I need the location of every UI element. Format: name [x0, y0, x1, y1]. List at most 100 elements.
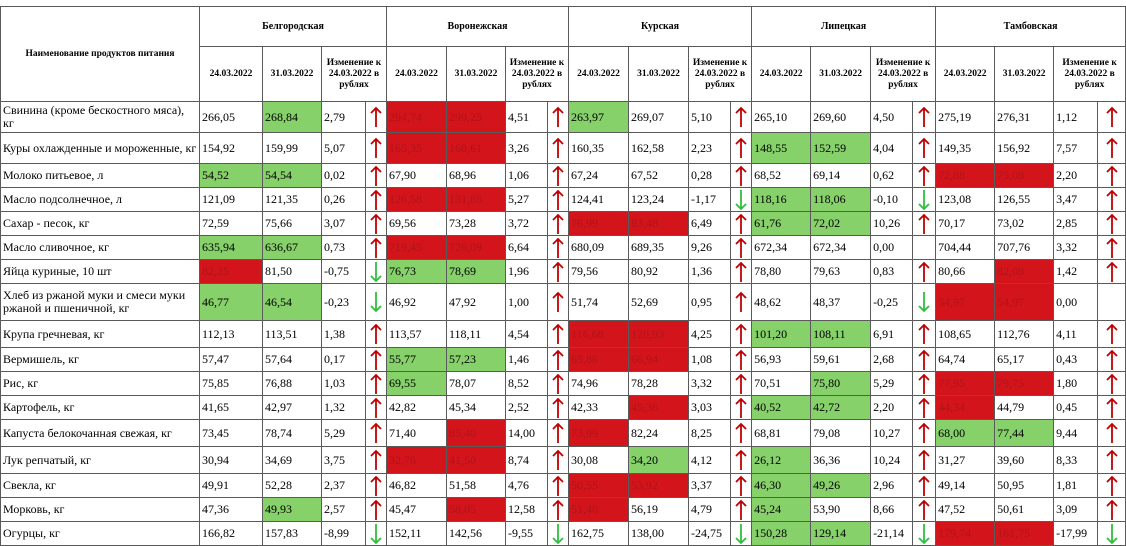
- price-change: 1,80: [1053, 371, 1099, 396]
- price-2022-03-24: 55,77: [386, 347, 447, 372]
- region-header: Курская: [568, 6, 753, 47]
- price-change: 0,02: [321, 163, 366, 188]
- price-change: 0,28: [688, 163, 732, 188]
- price-2022-03-24: 75,85: [199, 371, 263, 396]
- price-change: 2,23: [688, 132, 732, 164]
- arrow-up-icon: [912, 211, 937, 236]
- price-2022-03-24: 154,92: [199, 132, 263, 164]
- price-2022-03-24: 71,40: [386, 419, 447, 447]
- arrow-up-icon: [912, 132, 937, 164]
- price-change: 3,26: [505, 132, 548, 164]
- price-2022-03-24: 166,82: [199, 521, 263, 546]
- price-2022-03-31: 57,64: [262, 347, 322, 372]
- arrow-up-icon: [730, 347, 753, 372]
- price-2022-03-31: 46,54: [262, 283, 322, 321]
- price-change: 5,29: [870, 371, 914, 396]
- price-2022-03-24: 635,94: [199, 235, 263, 260]
- price-2022-03-24: 73,99: [568, 419, 630, 447]
- price-change: 10,26: [870, 211, 914, 236]
- price-change: 9,44: [1053, 419, 1099, 447]
- price-2022-03-31: 47,92: [446, 283, 506, 321]
- price-2022-03-31: 123,24: [628, 187, 690, 212]
- arrow-up-icon: [1097, 446, 1126, 474]
- price-change: 1,42: [1053, 259, 1099, 284]
- price-2022-03-24: 179,74: [935, 521, 996, 546]
- price-2022-03-31: 44,79: [994, 395, 1055, 420]
- price-2022-03-24: 150,28: [751, 521, 812, 546]
- price-2022-03-31: 56,19: [628, 497, 690, 522]
- price-2022-03-31: 118,06: [810, 187, 872, 212]
- price-change: 12,58: [505, 497, 548, 522]
- product-name: Куры охлажденные и мороженные, кг: [0, 132, 200, 164]
- arrow-up-icon: [730, 163, 753, 188]
- price-2022-03-24: 72,59: [199, 211, 263, 236]
- price-2022-03-24: 263,97: [568, 101, 630, 133]
- price-2022-03-24: 67,24: [568, 163, 630, 188]
- price-change: -0,25: [870, 283, 914, 321]
- price-2022-03-31: 49,93: [262, 497, 322, 522]
- arrow-up-icon: [365, 347, 387, 372]
- date2-header: 31.03.2022: [446, 46, 506, 102]
- price-change: 1,03: [321, 371, 366, 396]
- arrow-up-icon: [730, 395, 753, 420]
- product-name: Свинина (кроме бескостного мяса), кг: [0, 101, 200, 133]
- price-2022-03-24: 50,55: [568, 473, 630, 498]
- price-2022-03-31: 52,28: [262, 473, 322, 498]
- price-change: 4,79: [688, 497, 732, 522]
- price-change: 4,12: [688, 446, 732, 474]
- arrow-up-icon: [546, 320, 570, 348]
- price-2022-03-24: 79,56: [568, 259, 630, 284]
- arrow-up-icon: [1097, 497, 1126, 522]
- arrow-up-icon: [1097, 163, 1126, 188]
- price-change: 1,12: [1053, 101, 1099, 133]
- price-2022-03-24: 76,73: [386, 259, 447, 284]
- price-2022-03-31: 162,58: [628, 132, 690, 164]
- product-column-header: Наименование продуктов питания: [0, 6, 200, 102]
- price-2022-03-31: 138,00: [628, 521, 690, 546]
- date2-header: 31.03.2022: [628, 46, 690, 102]
- price-2022-03-24: 70,51: [751, 371, 812, 396]
- table-row: Лук репчатый, кг 30,94 34,69 3,75 32,76 41,50…: [0, 446, 1126, 474]
- price-2022-03-31: 54,97: [994, 283, 1055, 321]
- price-2022-03-24: 108,65: [935, 320, 996, 348]
- product-name: Молоко питьевое, л: [0, 163, 200, 188]
- price-change: 6,91: [870, 320, 914, 348]
- arrow-up-icon: [546, 347, 570, 372]
- price-2022-03-31: 78,74: [262, 419, 322, 447]
- price-2022-03-24: 672,34: [751, 235, 812, 260]
- price-change: 5,07: [321, 132, 366, 164]
- price-change: 3,09: [1053, 497, 1099, 522]
- arrow-up-icon: [1097, 395, 1126, 420]
- price-2022-03-24: 113,57: [386, 320, 447, 348]
- product-name: Огурцы, кг: [0, 521, 200, 546]
- price-2022-03-24: 46,30: [751, 473, 812, 498]
- product-name: Морковь, кг: [0, 497, 200, 522]
- price-change: 5,27: [505, 187, 548, 212]
- arrow-up-icon: [546, 235, 570, 260]
- price-change: 0,43: [1053, 347, 1099, 372]
- date1-header: 24.03.2022: [751, 46, 812, 102]
- arrow-up-icon: [730, 371, 753, 396]
- date1-header: 24.03.2022: [935, 46, 996, 102]
- price-change: 0,83: [870, 259, 914, 284]
- price-2022-03-31: 54,54: [262, 163, 322, 188]
- price-2022-03-31: 73,28: [446, 211, 506, 236]
- price-2022-03-31: 161,75: [994, 521, 1055, 546]
- price-2022-03-31: 78,28: [628, 371, 690, 396]
- price-2022-03-31: 129,14: [810, 521, 872, 546]
- price-2022-03-24: 51,40: [568, 497, 630, 522]
- price-table: Наименование продуктов питания Белгородск…: [0, 6, 1126, 546]
- price-change: 4,76: [505, 473, 548, 498]
- price-2022-03-24: 67,90: [386, 163, 447, 188]
- price-2022-03-24: 265,10: [751, 101, 812, 133]
- price-2022-03-31: 39,60: [994, 446, 1055, 474]
- price-2022-03-24: 101,20: [751, 320, 812, 348]
- arrow-up-icon: [912, 371, 937, 396]
- arrow-up-icon: [546, 395, 570, 420]
- price-2022-03-24: 116,68: [568, 320, 630, 348]
- price-2022-03-24: 56,93: [751, 347, 812, 372]
- price-2022-03-24: 32,76: [386, 446, 447, 474]
- price-change: 1,36: [688, 259, 732, 284]
- price-2022-03-31: 75,80: [810, 371, 872, 396]
- price-change: 0,45: [1053, 395, 1099, 420]
